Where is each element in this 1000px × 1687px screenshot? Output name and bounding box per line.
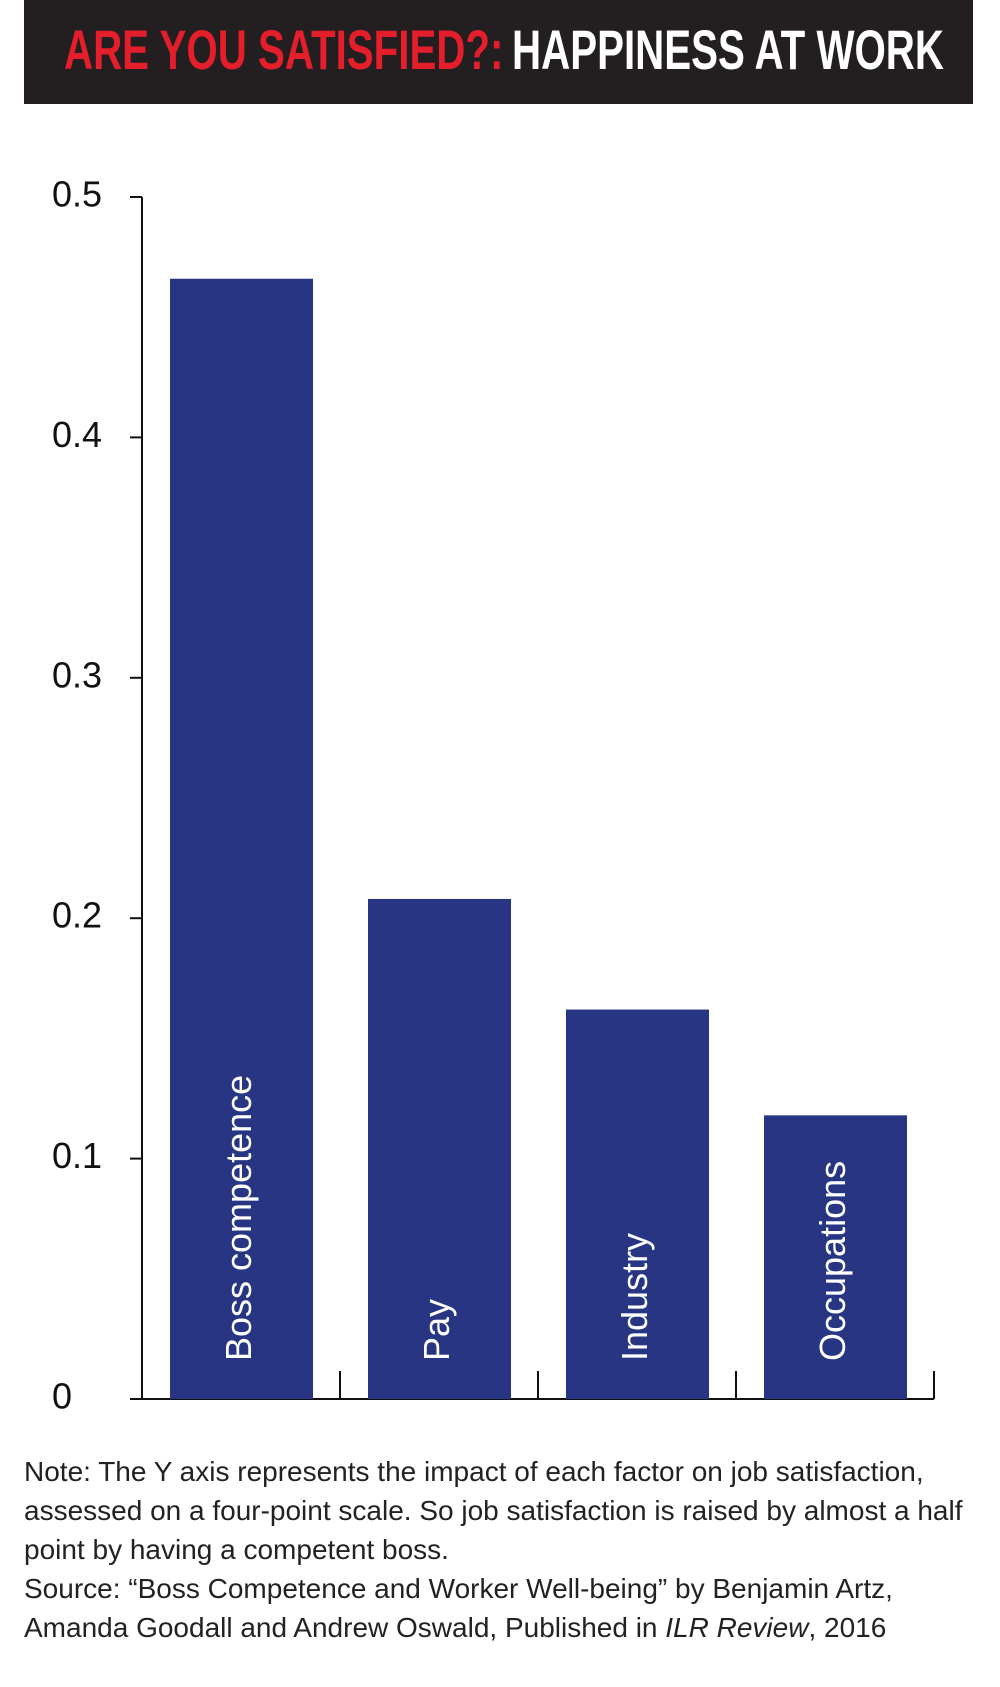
bar: [170, 278, 313, 1400]
bar: [368, 898, 511, 1399]
category-label: Industry: [614, 1233, 655, 1361]
note: Note: The Y axis represents the impact o…: [24, 1456, 963, 1565]
chart-title: ARE YOU SATISFIED?:HAPPINESS AT WORK: [64, 18, 944, 81]
y-tick-label: 0: [52, 1376, 72, 1417]
category-label: Occupations: [812, 1161, 853, 1361]
source: Source: “Boss Competence and Worker Well…: [24, 1569, 984, 1647]
y-tick-label: 0.2: [52, 895, 102, 936]
y-tick-label: 0.5: [52, 174, 102, 215]
y-tick-label: 0.3: [52, 654, 102, 695]
title-main: HAPPINESS AT WORK: [512, 18, 944, 81]
category-label: Boss competence: [218, 1075, 259, 1361]
y-tick-label: 0.1: [52, 1135, 102, 1176]
title-prefix: ARE YOU SATISFIED?:: [64, 18, 503, 81]
y-tick-label: 0.4: [52, 414, 102, 455]
source-year: , 2016: [808, 1612, 887, 1643]
category-label: Pay: [416, 1299, 457, 1361]
notes: Note: The Y axis represents the impact o…: [24, 1452, 984, 1647]
chart: ARE YOU SATISFIED?:HAPPINESS AT WORK 0 0.…: [24, 0, 973, 1417]
bar: [566, 1009, 709, 1399]
bar: [764, 1115, 907, 1399]
source-journal: ILR Review: [665, 1612, 809, 1643]
source-text: Source: “Boss Competence and Worker Well…: [24, 1573, 893, 1643]
title-bar: [24, 0, 973, 104]
